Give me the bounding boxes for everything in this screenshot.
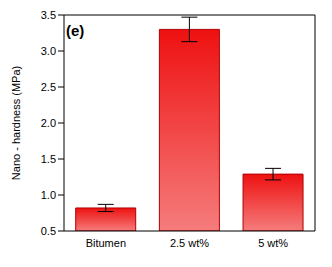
svg-text:0.5: 0.5 (41, 225, 56, 237)
svg-text:2.5 wt%: 2.5 wt% (170, 237, 209, 249)
svg-text:3.0: 3.0 (41, 45, 56, 57)
svg-text:1.0: 1.0 (41, 189, 56, 201)
svg-text:(e): (e) (66, 22, 84, 39)
svg-text:1.5: 1.5 (41, 153, 56, 165)
svg-text:3.5: 3.5 (41, 9, 56, 21)
svg-text:Nano - hardness (MPa): Nano - hardness (MPa) (10, 66, 22, 180)
svg-text:Bitumen: Bitumen (86, 237, 126, 249)
svg-text:2.0: 2.0 (41, 117, 56, 129)
svg-text:2.5: 2.5 (41, 81, 56, 93)
svg-text:5 wt%: 5 wt% (258, 237, 288, 249)
